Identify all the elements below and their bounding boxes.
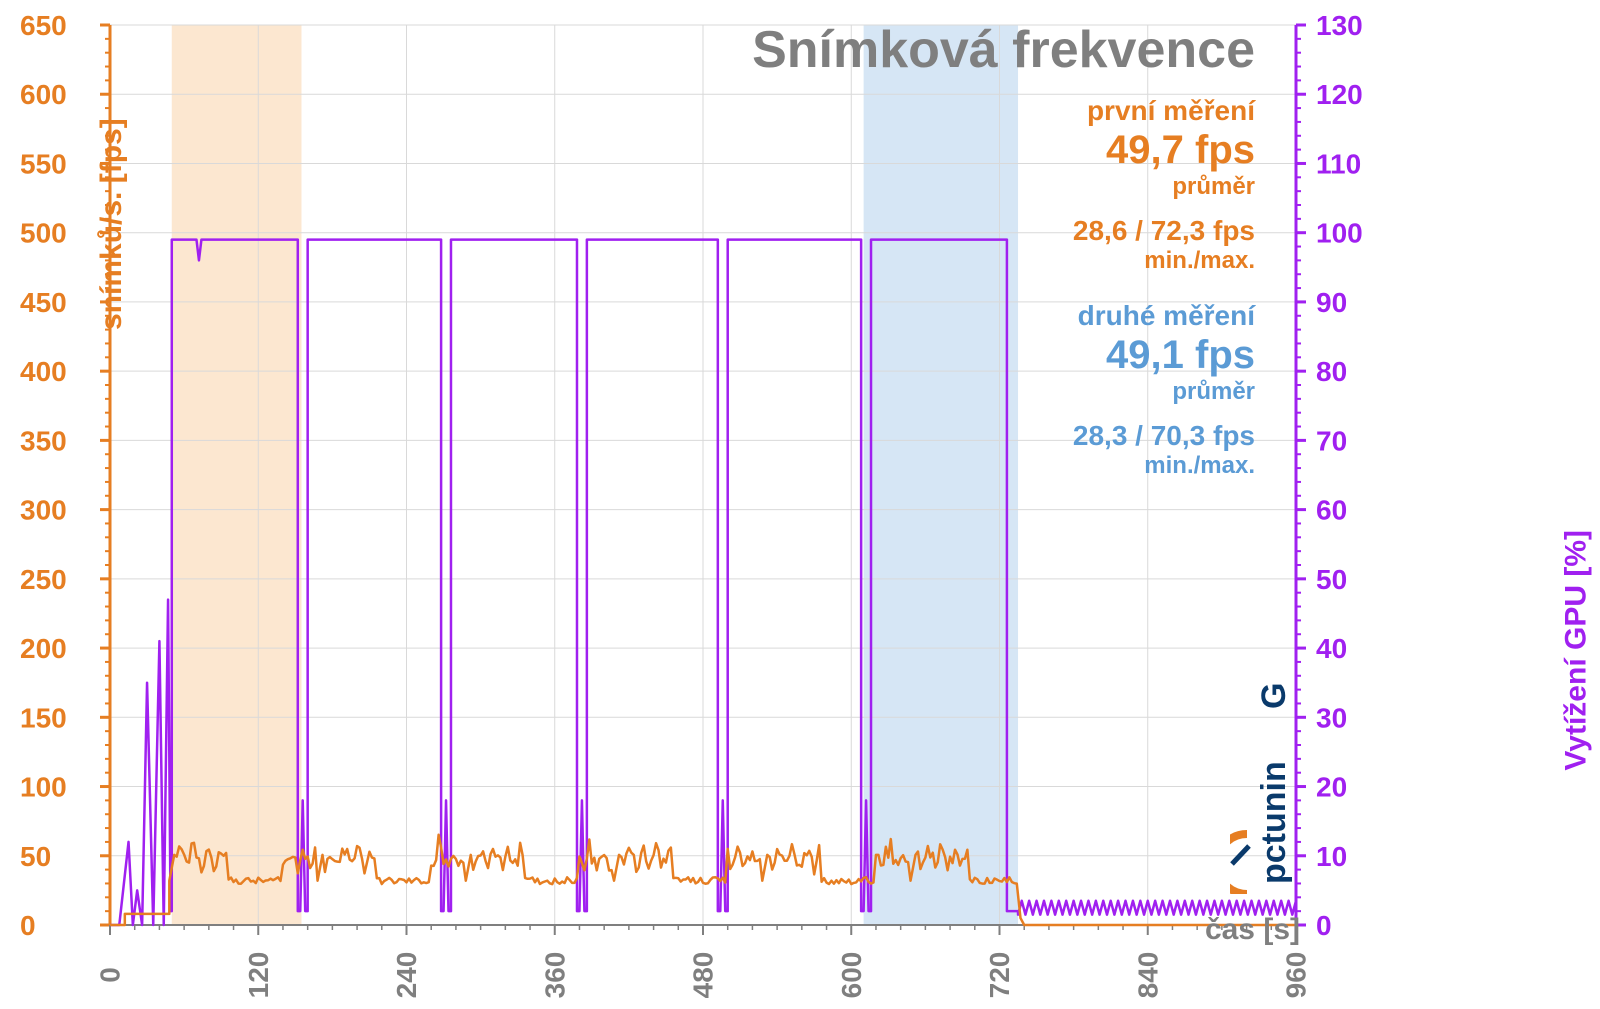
fps-chart: 0501001502002503003504004505005506006500…: [0, 0, 1600, 1009]
svg-text:pctunin: pctunin: [1255, 761, 1293, 884]
stats-second-label: druhé měření: [1073, 300, 1255, 332]
svg-text:30: 30: [1316, 702, 1347, 733]
stats-first-avg-sub: průměr: [1073, 173, 1255, 201]
stats-second-avg-sub: průměr: [1073, 378, 1255, 406]
svg-text:50: 50: [1316, 564, 1347, 595]
svg-text:90: 90: [1316, 287, 1347, 318]
chart-svg: 0501001502002503003504004505005506006500…: [0, 0, 1600, 1009]
svg-text:450: 450: [20, 287, 67, 318]
svg-text:40: 40: [1316, 633, 1347, 664]
svg-text:240: 240: [391, 952, 422, 999]
svg-text:120: 120: [1316, 79, 1363, 110]
svg-text:840: 840: [1132, 952, 1163, 999]
svg-text:60: 60: [1316, 495, 1347, 526]
svg-text:400: 400: [20, 356, 67, 387]
svg-text:50: 50: [20, 841, 51, 872]
svg-text:350: 350: [20, 425, 67, 456]
svg-text:0: 0: [95, 967, 126, 983]
svg-text:600: 600: [836, 952, 867, 999]
stats-second-avg: 49,1 fps: [1073, 332, 1255, 378]
svg-text:960: 960: [1281, 952, 1312, 999]
svg-text:550: 550: [20, 148, 67, 179]
svg-text:650: 650: [20, 10, 67, 41]
stats-first-minmax-sub: min./max.: [1073, 247, 1255, 275]
svg-text:150: 150: [20, 702, 67, 733]
svg-text:20: 20: [1316, 772, 1347, 803]
y2-axis-label: Vytížení GPU [%]: [1560, 530, 1594, 771]
svg-text:G: G: [1255, 683, 1293, 709]
svg-text:100: 100: [20, 772, 67, 803]
stats-second-minmax: 28,3 / 70,3 fps: [1073, 420, 1255, 452]
chart-title: Snímková frekvence: [752, 20, 1255, 80]
svg-text:720: 720: [984, 952, 1015, 999]
stats-first: první měření 49,7 fps průměr 28,6 / 72,3…: [1073, 95, 1255, 275]
y1-axis-label: snímků/s. [fps]: [95, 118, 129, 330]
pctuning-logo: pctunin G: [1230, 634, 1305, 894]
svg-text:70: 70: [1316, 425, 1347, 456]
x-axis-label: čas [s]: [1205, 913, 1300, 947]
svg-text:500: 500: [20, 218, 67, 249]
stats-first-minmax: 28,6 / 72,3 fps: [1073, 215, 1255, 247]
svg-text:0: 0: [20, 910, 36, 941]
svg-text:120: 120: [243, 952, 274, 999]
stats-first-avg: 49,7 fps: [1073, 127, 1255, 173]
svg-text:250: 250: [20, 564, 67, 595]
svg-text:100: 100: [1316, 218, 1363, 249]
stats-second-minmax-sub: min./max.: [1073, 452, 1255, 480]
svg-text:200: 200: [20, 633, 67, 664]
stats-second: druhé měření 49,1 fps průměr 28,3 / 70,3…: [1073, 300, 1255, 480]
stats-first-label: první měření: [1073, 95, 1255, 127]
svg-text:130: 130: [1316, 10, 1363, 41]
svg-text:110: 110: [1316, 148, 1361, 179]
svg-text:0: 0: [1316, 910, 1332, 941]
svg-text:300: 300: [20, 495, 67, 526]
svg-text:10: 10: [1316, 841, 1347, 872]
svg-text:360: 360: [539, 952, 570, 999]
svg-text:480: 480: [688, 952, 719, 999]
svg-text:600: 600: [20, 79, 67, 110]
svg-text:80: 80: [1316, 356, 1347, 387]
